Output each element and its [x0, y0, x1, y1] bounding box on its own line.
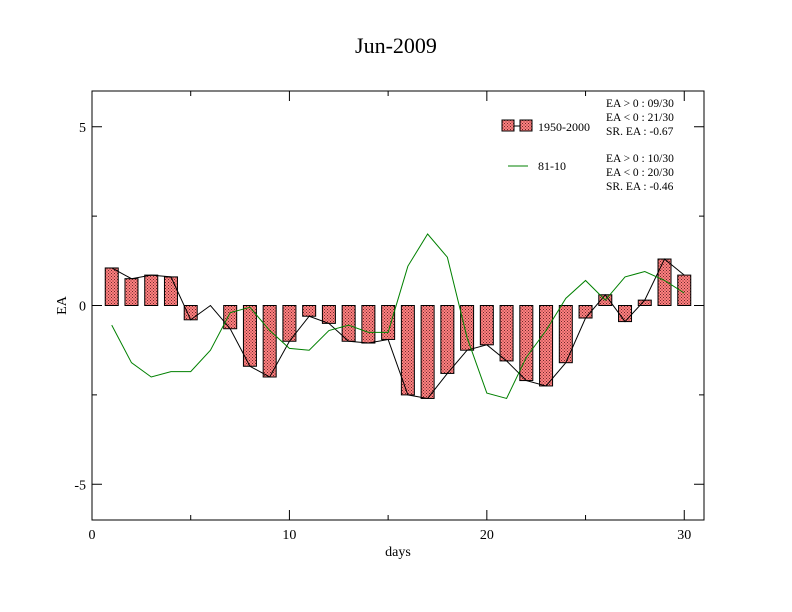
stats-0-line-0: EA > 0 : 09/30 — [606, 98, 674, 110]
y-tick-label-0: 0 — [79, 300, 86, 315]
x-tick-label-30: 30 — [677, 528, 691, 543]
bar-day-3 — [144, 274, 159, 306]
bar-day-17 — [420, 305, 435, 399]
bar-day-27 — [618, 305, 633, 323]
bar-day-23 — [539, 305, 554, 387]
stats-1-line-2: SR. EA : -0.46 — [606, 181, 674, 193]
stats-0-line-2: SR. EA : -0.67 — [606, 126, 674, 138]
legend-label-81-10: 81-10 — [538, 159, 566, 173]
bar-day-14 — [361, 305, 376, 344]
bar-day-22 — [519, 305, 534, 382]
legend-label-1950-2000: 1950-2000 — [538, 120, 590, 134]
bar-day-25 — [578, 305, 593, 319]
bar-day-12 — [321, 305, 336, 324]
chart-title: Jun-2009 — [355, 33, 437, 58]
bar-day-20 — [479, 305, 494, 346]
stats-0-line-1: EA < 0 : 21/30 — [606, 112, 674, 124]
bar-day-4 — [163, 276, 178, 306]
y-axis-label: EA — [55, 295, 70, 315]
bar-day-18 — [440, 305, 455, 374]
bar-day-5 — [183, 305, 198, 321]
bar-day-1 — [104, 267, 119, 306]
y-tick-label--5: -5 — [74, 478, 86, 493]
bar-day-13 — [341, 305, 356, 342]
bar-day-24 — [558, 305, 573, 364]
bar-day-15 — [381, 305, 396, 340]
bar-day-7 — [223, 305, 238, 330]
legend-swatch-bar-left — [501, 119, 515, 132]
stats-1-line-1: EA < 0 : 20/30 — [606, 167, 674, 179]
series-1950-2000-line — [111, 258, 685, 399]
bar-day-9 — [262, 305, 277, 378]
bar-day-2 — [124, 278, 139, 306]
x-tick-label-0: 0 — [89, 528, 96, 543]
x-tick-label-20: 20 — [480, 528, 494, 543]
x-tick-label-10: 10 — [282, 528, 296, 543]
x-axis-label: days — [385, 545, 411, 560]
bar-day-29 — [657, 258, 672, 306]
bar-day-19 — [460, 305, 475, 351]
stats-1-line-0: EA > 0 : 10/30 — [606, 153, 674, 165]
legend-swatch-bar-right — [519, 119, 533, 132]
bar-day-11 — [302, 305, 317, 317]
series-81-10-line — [111, 233, 685, 400]
y-tick-label-5: 5 — [79, 121, 86, 136]
bar-day-21 — [499, 305, 514, 362]
